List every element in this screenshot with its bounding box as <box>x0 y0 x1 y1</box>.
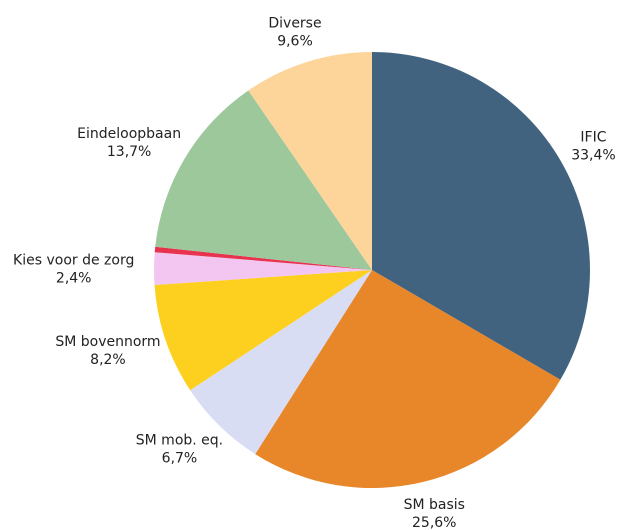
slice-label: SM basis <box>404 497 465 513</box>
pie-slice <box>154 252 372 286</box>
slice-label: SM bovennorm <box>55 334 160 350</box>
pie-slice <box>255 270 561 488</box>
slice-label: Eindeloopbaan <box>77 126 181 142</box>
pie-slice <box>154 270 372 391</box>
slice-value-label: 25,6% <box>412 515 456 530</box>
slice-label: Kies voor de zorg <box>13 252 134 268</box>
slice-value-label: 6,7% <box>162 450 198 466</box>
slice-value-label: 13,7% <box>107 144 151 160</box>
slice-value-label: 2,4% <box>56 270 92 286</box>
pie-slice <box>248 52 372 270</box>
pie-slice <box>154 246 372 270</box>
slice-label: Diverse <box>268 15 321 31</box>
pie-slice <box>155 90 372 270</box>
pie-slice <box>372 52 590 380</box>
slice-value-label: 9,6% <box>277 33 313 49</box>
slice-label: SM mob. eq. <box>136 432 223 448</box>
pie-slice <box>190 270 372 455</box>
slice-label: IFIC <box>580 129 606 145</box>
slice-value-label: 33,4% <box>571 147 615 163</box>
slice-value-label: 8,2% <box>90 352 126 368</box>
